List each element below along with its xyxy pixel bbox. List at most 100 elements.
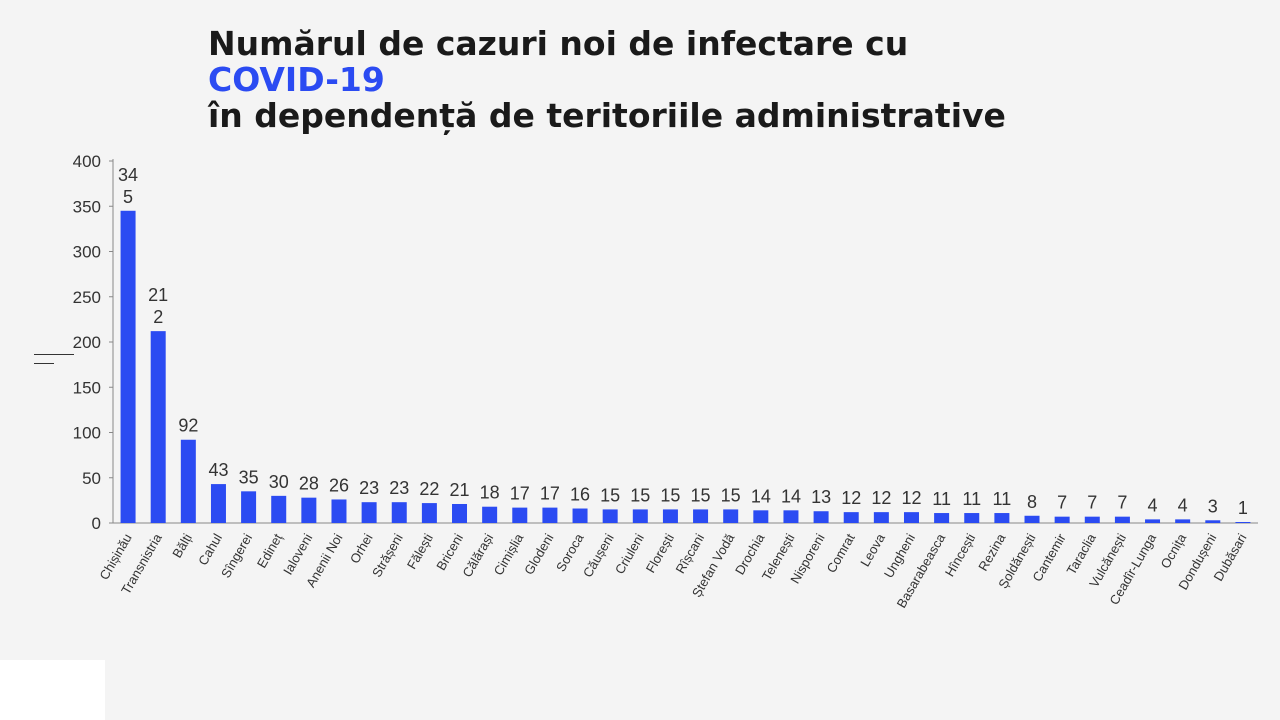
bar-value-label: 11	[932, 489, 951, 509]
bar-value-label: 30	[269, 472, 289, 492]
bar	[271, 495, 287, 523]
x-tick-label: Bălți	[169, 531, 195, 560]
bar	[241, 491, 257, 523]
y-tick-label: 150	[73, 378, 101, 397]
bar-value-label: 8	[1027, 492, 1037, 512]
bar	[964, 513, 980, 523]
bar	[542, 507, 558, 523]
y-tick-label: 200	[73, 333, 101, 352]
title-line-2: COVID-19	[208, 60, 385, 99]
bar	[662, 509, 678, 523]
bar	[150, 331, 166, 523]
bar	[1235, 522, 1251, 523]
bar-value-label: 18	[480, 483, 500, 503]
bar-value-label: 3	[1208, 496, 1218, 516]
bar	[210, 484, 226, 523]
bar-value-label: 14	[751, 486, 771, 506]
x-tick-label: Glodeni	[521, 531, 556, 577]
bar-value-label: 15	[721, 485, 741, 505]
bar	[120, 210, 136, 523]
bar-value-label: 14	[781, 486, 801, 506]
x-tick-label: Comrat	[824, 531, 858, 576]
bar	[482, 506, 498, 523]
y-tick-label: 400	[73, 152, 101, 171]
bar-value-label: 4	[1178, 495, 1188, 515]
bar	[783, 510, 799, 523]
bar-value-label: 7	[1117, 493, 1127, 513]
bar-value-label: 17	[510, 484, 530, 504]
bar	[693, 509, 709, 523]
y-tick-label: 300	[73, 243, 101, 262]
bar	[602, 509, 618, 523]
bar-value-label: 22	[419, 479, 439, 499]
x-tick-label: Orhei	[347, 531, 376, 566]
bar-value-label: 15	[691, 485, 711, 505]
y-tick-label: 350	[73, 197, 101, 216]
bar-value-label: 21	[148, 285, 168, 305]
y-tick-label: 100	[73, 424, 101, 443]
bar-value-label: 7	[1087, 493, 1097, 513]
bar	[391, 502, 407, 523]
bar	[1145, 519, 1161, 523]
bar	[723, 509, 739, 523]
bar	[753, 510, 769, 523]
y-tick-label: 50	[82, 469, 101, 488]
title-line-3: în dependență de teritoriile administrat…	[208, 96, 1006, 135]
corner-panel	[0, 660, 105, 720]
bar-value-label: 4	[1148, 495, 1158, 515]
bar-value-label: 1	[1238, 498, 1248, 518]
y-tick-label: 250	[73, 288, 101, 307]
bar-value-label: 12	[841, 488, 861, 508]
bar-value-label: 26	[329, 475, 349, 495]
bar-value-label: 7	[1057, 493, 1067, 513]
bar	[180, 439, 196, 523]
bar-value-label: 12	[871, 488, 891, 508]
bar	[301, 497, 317, 523]
y-tick-label: 0	[92, 514, 101, 533]
bar-value-label: 11	[962, 489, 981, 509]
bar	[632, 509, 648, 523]
bar	[572, 508, 588, 523]
x-tick-label: Briceni	[433, 531, 466, 573]
x-tick-label: Cahul	[195, 531, 225, 568]
bar-value-label: 15	[630, 485, 650, 505]
bar	[512, 507, 528, 523]
bar	[934, 513, 950, 523]
x-tick-label: Criuleni	[612, 531, 647, 577]
bar	[452, 503, 468, 523]
decorative-dash-2	[34, 363, 54, 364]
bar	[1114, 516, 1130, 523]
bar-value-label: 34	[118, 165, 138, 185]
bar-value-label: 16	[570, 485, 590, 505]
bar	[873, 512, 889, 523]
bar-value-label: 15	[660, 485, 680, 505]
bar-value-label: 2	[153, 307, 163, 327]
bar-value-label: 28	[299, 474, 319, 494]
bar	[361, 502, 377, 523]
x-tick-label: Leova	[857, 530, 888, 569]
bar	[331, 499, 347, 523]
bar	[1054, 516, 1070, 523]
bar	[1024, 515, 1040, 523]
bar-value-label: 23	[389, 478, 409, 498]
bar	[813, 511, 829, 523]
chart-title: Numărul de cazuri noi de infectare cu CO…	[208, 26, 1006, 134]
bar	[421, 503, 437, 523]
decorative-dash-1	[34, 354, 74, 355]
bar	[994, 513, 1010, 523]
x-tick-label: Ocnița	[1157, 530, 1189, 571]
bar-value-label: 13	[811, 487, 831, 507]
bar-value-label: 5	[123, 187, 133, 207]
bar-value-label: 92	[178, 416, 198, 436]
bar-value-label: 17	[540, 484, 560, 504]
bar	[1175, 519, 1191, 523]
bar	[903, 512, 919, 523]
bar-value-label: 15	[600, 485, 620, 505]
bar-value-label: 23	[359, 478, 379, 498]
bar-value-label: 43	[208, 460, 228, 480]
bar-value-label: 35	[239, 467, 259, 487]
bar	[1205, 520, 1221, 523]
x-tick-label: Fălești	[404, 531, 436, 572]
bar-value-label: 11	[993, 489, 1012, 509]
